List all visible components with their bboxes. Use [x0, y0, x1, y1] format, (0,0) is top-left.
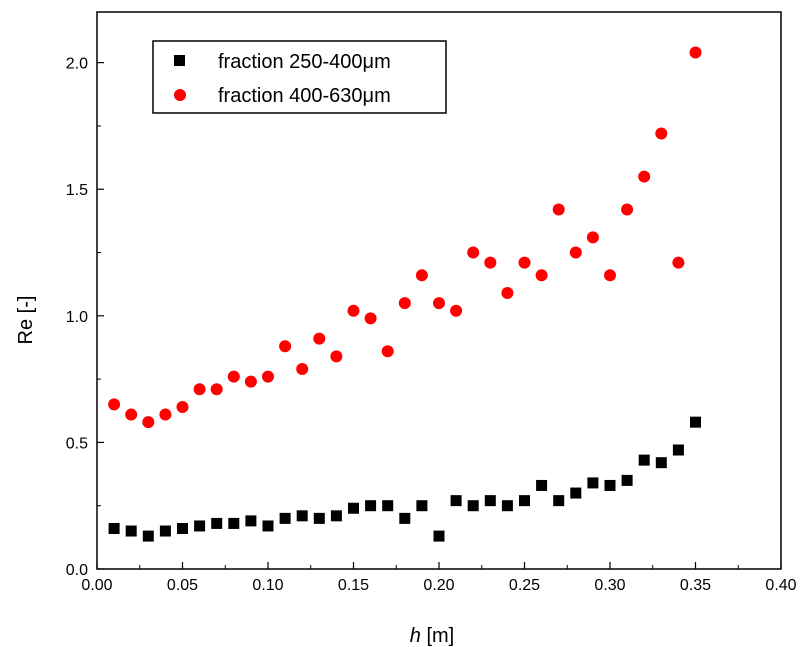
- data-point-circle: [108, 398, 121, 411]
- data-point-square: [211, 517, 223, 529]
- legend-label-series-2: fraction 400-630μm: [218, 85, 391, 107]
- data-point-square: [262, 520, 274, 532]
- legend-marker-circle: [174, 89, 186, 101]
- legend-label-series-1: fraction 250-400μm: [218, 51, 391, 73]
- x-axis-label-symbol: h: [410, 625, 421, 647]
- data-point-square: [365, 500, 377, 512]
- data-point-circle: [210, 383, 223, 396]
- y-tick-label: 0.5: [66, 435, 88, 452]
- data-point-square: [467, 500, 479, 512]
- data-point-circle: [347, 304, 360, 317]
- data-point-circle: [672, 256, 685, 269]
- data-point-circle: [244, 375, 257, 388]
- data-point-circle: [176, 400, 189, 413]
- data-point-square: [194, 520, 206, 532]
- data-point-circle: [279, 340, 292, 353]
- data-point-circle: [313, 332, 326, 345]
- x-tick-label: 0.35: [680, 577, 711, 594]
- data-point-square: [245, 515, 257, 527]
- data-point-square: [348, 502, 359, 514]
- data-point-circle: [621, 203, 634, 216]
- data-point-circle: [433, 297, 445, 310]
- data-point-circle: [569, 246, 582, 259]
- data-point-square: [142, 530, 154, 542]
- data-point-circle: [227, 370, 240, 383]
- data-point-circle: [501, 287, 514, 300]
- data-point-circle: [193, 383, 206, 396]
- data-point-square: [536, 479, 548, 491]
- data-point-square: [177, 522, 188, 534]
- data-point-circle: [467, 246, 480, 259]
- data-point-circle: [364, 312, 377, 325]
- data-point-square: [587, 477, 599, 489]
- data-point-square: [672, 444, 684, 456]
- data-point-square: [570, 487, 582, 499]
- data-point-circle: [398, 297, 411, 310]
- data-point-square: [159, 525, 171, 537]
- data-point-circle: [296, 362, 309, 375]
- data-point-circle: [586, 231, 599, 244]
- data-point-square: [125, 525, 137, 537]
- data-point-circle: [142, 416, 155, 429]
- x-tick-label: 0.25: [509, 577, 540, 594]
- y-tick-label: 2.0: [66, 56, 88, 73]
- data-point-circle: [655, 127, 668, 140]
- y-tick-label: 0.0: [66, 562, 88, 579]
- data-point-square: [621, 474, 633, 486]
- data-point-circle: [535, 269, 548, 282]
- data-point-square: [313, 512, 325, 524]
- data-point-square: [382, 500, 394, 512]
- data-point-circle: [415, 269, 428, 282]
- y-tick-label: 1.5: [66, 182, 88, 199]
- data-point-circle: [381, 345, 394, 358]
- data-point-square: [279, 512, 291, 524]
- data-point-square: [655, 457, 667, 469]
- data-point-square: [553, 495, 565, 507]
- data-point-square: [690, 416, 701, 428]
- data-point-square: [450, 495, 462, 507]
- data-point-circle: [518, 256, 531, 269]
- data-point-square: [501, 500, 513, 512]
- x-axis-label: h [m]: [410, 625, 454, 647]
- data-point-square: [399, 512, 411, 524]
- data-point-square: [519, 495, 530, 507]
- data-point-square: [330, 510, 342, 522]
- data-point-square: [228, 517, 240, 529]
- legend-marker-square: [174, 55, 185, 66]
- data-point-square: [484, 495, 496, 507]
- data-point-square: [108, 522, 120, 534]
- data-point-square: [296, 510, 308, 522]
- data-point-square: [416, 500, 428, 512]
- data-point-circle: [689, 46, 702, 59]
- x-tick-label: 0.15: [338, 577, 369, 594]
- x-tick-label: 0.30: [594, 577, 625, 594]
- y-tick-label: 1.0: [66, 309, 88, 326]
- x-tick-label: 0.10: [252, 577, 283, 594]
- y-axis-label: Re [-]: [15, 296, 37, 345]
- data-point-circle: [159, 408, 172, 421]
- data-point-circle: [552, 203, 565, 216]
- x-tick-label: 0.40: [765, 577, 796, 594]
- x-tick-label: 0.00: [81, 577, 112, 594]
- data-point-circle: [125, 408, 138, 421]
- x-tick-label: 0.05: [167, 577, 198, 594]
- x-tick-label: 0.20: [423, 577, 454, 594]
- data-point-circle: [262, 370, 274, 383]
- data-point-square: [638, 454, 650, 466]
- data-point-circle: [450, 304, 463, 317]
- x-axis-label-unit: [m]: [426, 625, 454, 647]
- data-point-square: [604, 479, 616, 491]
- data-point-square: [433, 530, 445, 542]
- data-point-circle: [604, 269, 616, 282]
- data-point-circle: [330, 350, 343, 363]
- data-point-circle: [638, 170, 651, 183]
- data-point-circle: [484, 256, 497, 269]
- legend-box: [152, 40, 447, 114]
